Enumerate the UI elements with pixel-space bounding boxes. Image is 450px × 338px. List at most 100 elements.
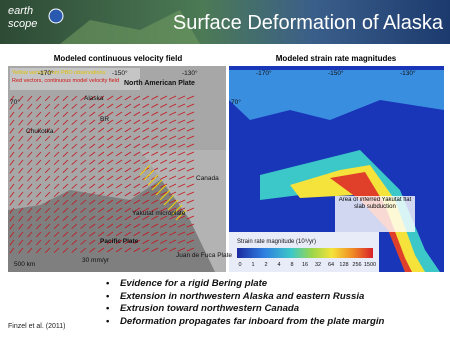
bullet: Deformation propagates far inboard from … bbox=[106, 316, 406, 329]
velocity-vector bbox=[106, 231, 114, 237]
velocity-vector bbox=[168, 247, 177, 252]
velocity-vector bbox=[106, 95, 114, 101]
velocity-vector bbox=[89, 183, 96, 189]
velocity-vector bbox=[36, 159, 42, 166]
velocity-vector bbox=[168, 135, 177, 140]
velocity-vector bbox=[142, 207, 150, 212]
colorbar-tick-label: 32 bbox=[315, 262, 321, 268]
velocity-vector bbox=[71, 159, 78, 165]
bullet: Extension in northwestern Alaska and eas… bbox=[106, 291, 406, 304]
velocity-vector bbox=[142, 135, 150, 140]
velocity-vector bbox=[36, 191, 42, 198]
velocity-vector bbox=[106, 103, 114, 109]
velocity-vector bbox=[98, 167, 105, 173]
velocity-vector bbox=[186, 135, 195, 140]
velocity-vector bbox=[106, 247, 114, 253]
velocity-vector bbox=[151, 151, 159, 156]
velocity-vector bbox=[106, 159, 114, 165]
velocity-vector bbox=[115, 223, 123, 229]
velocity-vector bbox=[62, 199, 69, 205]
velocity-vector bbox=[89, 199, 96, 205]
velocity-vector bbox=[160, 159, 168, 164]
velocity-vector bbox=[9, 167, 15, 174]
velocity-vector bbox=[142, 127, 150, 132]
velocity-vector bbox=[71, 95, 78, 101]
velocity-vector bbox=[115, 239, 123, 245]
velocity-vector bbox=[177, 95, 186, 100]
velocity-vector bbox=[62, 215, 69, 221]
velocity-vector bbox=[98, 151, 105, 157]
velocity-vector bbox=[133, 199, 141, 205]
velocity-vector bbox=[142, 247, 150, 252]
velocity-vector bbox=[160, 207, 168, 212]
velocity-vector bbox=[18, 191, 24, 198]
velocity-vector bbox=[80, 191, 87, 197]
velocity-vector bbox=[71, 119, 78, 125]
velocity-vector bbox=[142, 111, 150, 116]
velocity-vector bbox=[9, 191, 15, 198]
velocity-vector bbox=[9, 135, 15, 142]
velocity-vector bbox=[62, 119, 69, 125]
velocity-vector bbox=[80, 207, 87, 213]
velocity-vector bbox=[177, 159, 186, 164]
velocity-vector bbox=[18, 127, 24, 134]
velocity-vector bbox=[44, 215, 51, 222]
velocity-vector bbox=[89, 127, 96, 133]
velocity-vector bbox=[124, 103, 132, 109]
strain-zone bbox=[290, 165, 425, 272]
velocity-vector bbox=[36, 207, 42, 214]
velocity-vector bbox=[168, 231, 177, 236]
velocity-vector bbox=[133, 151, 141, 157]
velocity-vector bbox=[71, 215, 78, 221]
annotation: Area of inferred Yakutat flat slab subdu… bbox=[339, 197, 412, 210]
velocity-vector bbox=[80, 143, 87, 149]
velocity-vector bbox=[142, 191, 150, 196]
velocity-vector bbox=[124, 223, 132, 229]
velocity-vector bbox=[142, 103, 150, 108]
velocity-vector bbox=[115, 143, 123, 149]
velocity-vector bbox=[142, 239, 150, 244]
velocity-vector bbox=[168, 151, 177, 156]
panel-title: Modeled strain rate magnitudes bbox=[276, 54, 397, 63]
velocity-vector bbox=[133, 215, 141, 221]
velocity-vector bbox=[27, 143, 33, 150]
velocity-vector bbox=[89, 191, 96, 197]
velocity-vector bbox=[115, 111, 123, 117]
velocity-vector bbox=[89, 215, 96, 221]
velocity-vector bbox=[18, 215, 24, 222]
velocity-vector bbox=[27, 231, 33, 238]
velocity-vector bbox=[62, 143, 69, 149]
velocity-vector bbox=[80, 103, 87, 109]
velocity-vector bbox=[18, 151, 24, 158]
velocity-vector bbox=[168, 111, 177, 116]
map-label: Pacific Plate bbox=[100, 238, 139, 245]
velocity-vector bbox=[36, 119, 42, 126]
velocity-vector bbox=[27, 95, 33, 102]
velocity-vector bbox=[36, 223, 42, 230]
velocity-vector bbox=[18, 183, 24, 190]
velocity-vector bbox=[53, 175, 60, 182]
velocity-vector bbox=[89, 135, 96, 141]
velocity-vector bbox=[89, 175, 96, 181]
velocity-vector bbox=[133, 111, 141, 117]
velocity-vector bbox=[177, 111, 186, 116]
velocity-vector bbox=[106, 143, 114, 149]
velocity-vector bbox=[133, 167, 141, 173]
velocity-vector bbox=[27, 247, 33, 254]
scale-label: 30 mm/yr bbox=[82, 257, 110, 264]
velocity-vector bbox=[106, 183, 114, 189]
velocity-vector bbox=[106, 119, 114, 125]
velocity-vector bbox=[98, 231, 105, 237]
velocity-vector bbox=[53, 159, 60, 166]
velocity-vector bbox=[186, 207, 195, 212]
velocity-vector bbox=[160, 111, 168, 116]
velocity-vector bbox=[53, 183, 60, 190]
longitude-label: -170° bbox=[38, 69, 54, 77]
map-label: Canada bbox=[196, 175, 219, 182]
velocity-vector bbox=[27, 239, 33, 246]
velocity-vector bbox=[44, 183, 51, 190]
longitude-label: -150° bbox=[112, 69, 128, 77]
velocity-vector bbox=[36, 167, 42, 174]
velocity-vector bbox=[139, 164, 151, 176]
